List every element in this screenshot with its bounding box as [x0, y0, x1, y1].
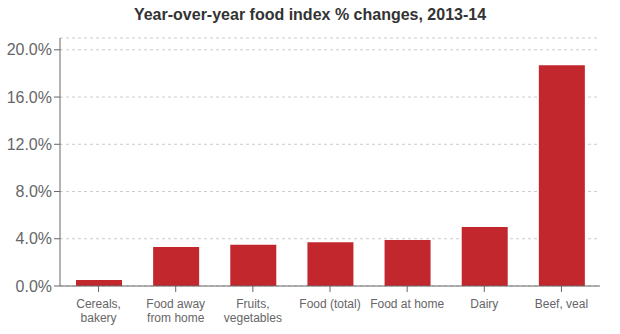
svg-text:Food at home: Food at home — [370, 297, 444, 311]
svg-text:8.0%: 8.0% — [16, 183, 52, 200]
svg-text:4.0%: 4.0% — [16, 230, 52, 247]
svg-text:Food (total): Food (total) — [299, 297, 360, 311]
svg-text:Fruits,vegetables: Fruits,vegetables — [224, 297, 282, 325]
svg-text:Dairy: Dairy — [470, 297, 498, 311]
svg-text:16.0%: 16.0% — [7, 89, 52, 106]
html-text:Year-over-year food index % ch: Year-over-year food index % changes, 201… — [133, 6, 487, 23]
svg-text:Food awayfrom home: Food awayfrom home — [146, 297, 205, 325]
svg-text:Cereals,bakery: Cereals,bakery — [76, 297, 121, 325]
svg-text:12.0%: 12.0% — [7, 136, 52, 153]
svg-text:0.0%: 0.0% — [16, 278, 52, 295]
svg-text:20.0%: 20.0% — [7, 41, 52, 58]
svg-text:Beef, veal: Beef, veal — [535, 297, 588, 311]
